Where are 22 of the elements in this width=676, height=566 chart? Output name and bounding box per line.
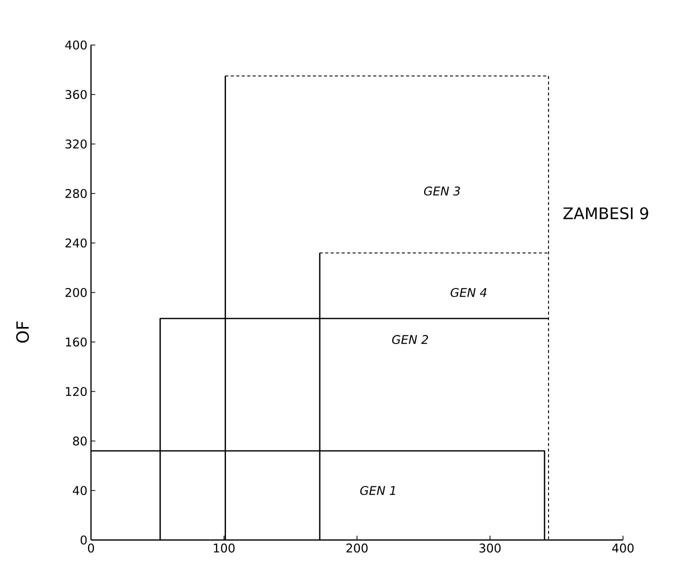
x-tick-label: 200 bbox=[346, 544, 368, 553]
annotation: ZAMBESI 9 bbox=[563, 207, 648, 220]
y-tick-label: 360 bbox=[66, 90, 87, 100]
y-tick-label: 0 bbox=[80, 535, 87, 545]
annotation: GEN 2 bbox=[392, 335, 428, 344]
y-tick-label: 160 bbox=[66, 337, 87, 347]
y-tick-label: 240 bbox=[66, 238, 87, 248]
x-tick-label: 100 bbox=[214, 544, 235, 553]
y-tick-label: 400 bbox=[65, 40, 87, 50]
y-tick-label: 40 bbox=[72, 486, 87, 496]
y-tick-label: 280 bbox=[66, 188, 87, 198]
annotation: GEN 1 bbox=[360, 486, 396, 496]
x-tick-label: 300 bbox=[480, 544, 501, 553]
y-tick-label: 80 bbox=[73, 436, 87, 446]
x-tick-label: 400 bbox=[612, 544, 634, 553]
annotation: GEN 3 bbox=[424, 186, 460, 196]
y-axis-title: OF bbox=[16, 322, 29, 343]
y-tick-label: 120 bbox=[66, 386, 87, 396]
annotation: GEN 4 bbox=[450, 288, 486, 298]
y-tick-label: 320 bbox=[66, 139, 87, 149]
x-tick-label: 0 bbox=[88, 544, 94, 553]
y-tick-label: 200 bbox=[66, 288, 87, 298]
